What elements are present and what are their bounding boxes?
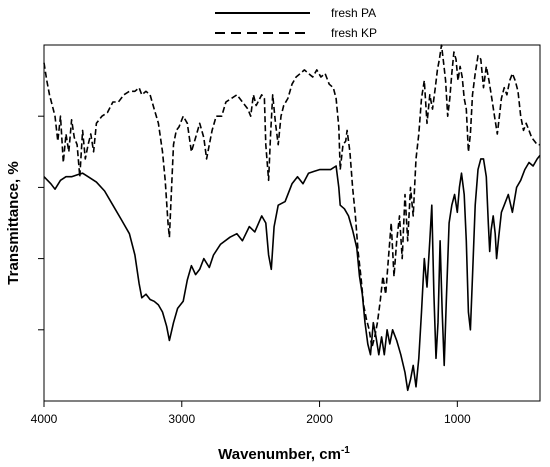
series-line-fresh-kp [43, 44, 540, 349]
x-axis-title: Wavenumber, cm-1 [218, 445, 350, 463]
plot-frame [43, 44, 541, 402]
legend-label-fresh-pa: fresh PA [331, 6, 376, 20]
x-tick-label: 4000 [31, 412, 58, 426]
x-axis-title-text: Wavenumber, cm [218, 446, 341, 463]
x-tick-label: 3000 [168, 412, 195, 426]
x-axis-ticks: 4000 3000 2000 1000 [31, 401, 471, 426]
legend: fresh PA fresh KP [215, 6, 377, 40]
x-tick-label: 2000 [306, 412, 333, 426]
x-axis-title-superscript: -1 [341, 445, 350, 456]
x-tick-label: 1000 [444, 412, 471, 426]
series-layer [43, 44, 541, 392]
y-axis-ticks [38, 115, 44, 331]
legend-label-fresh-kp: fresh KP [331, 26, 377, 40]
y-axis-title: Transmittance, % [5, 161, 22, 284]
series-line-fresh-pa [43, 154, 541, 392]
